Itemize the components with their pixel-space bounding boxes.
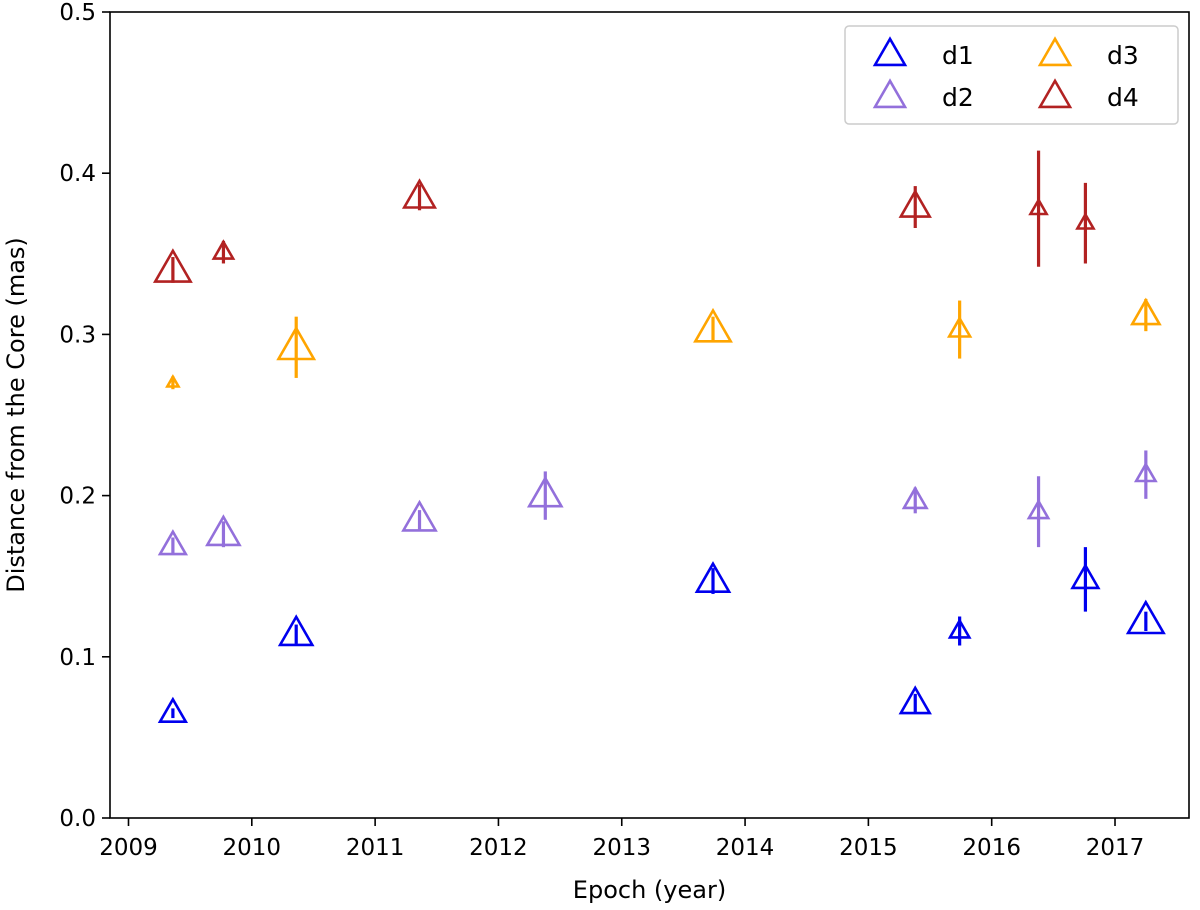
data-point-d4 — [152, 248, 193, 283]
plot-area-frame — [109, 11, 1190, 819]
legend-marker-d2 — [872, 78, 908, 109]
legend-label-d4: d4 — [1107, 83, 1139, 112]
data-point-d3 — [693, 307, 733, 343]
legend-marker-d1 — [872, 36, 908, 67]
data-point-d2 — [1026, 498, 1051, 520]
data-point-d4 — [1075, 211, 1096, 230]
data-point-d3 — [946, 315, 973, 338]
data-point-d1 — [898, 685, 932, 715]
data-point-d4 — [1028, 197, 1049, 216]
legend-box — [844, 25, 1179, 125]
y-tick-label: 0.1 — [59, 645, 96, 671]
data-point-d1 — [1070, 562, 1101, 590]
x-tick-label: 2017 — [1086, 835, 1145, 861]
data-point-d3 — [165, 374, 181, 388]
data-point-d2 — [526, 475, 564, 508]
y-tick-label: 0.0 — [59, 806, 96, 832]
x-tick-label: 2013 — [592, 835, 651, 861]
data-point-d1 — [694, 561, 732, 594]
y-tick-label: 0.2 — [59, 484, 96, 510]
data-point-d2 — [1133, 461, 1158, 483]
data-point-d4 — [898, 188, 932, 218]
data-point-d4 — [211, 239, 236, 260]
data-point-d2 — [205, 514, 242, 547]
data-point-d3 — [1129, 297, 1162, 326]
legend: d1 d2 d3 d4 — [844, 25, 1179, 125]
x-tick-label: 2009 — [99, 835, 158, 861]
x-tick-label: 2014 — [716, 835, 775, 861]
y-tick-label: 0.3 — [59, 322, 96, 348]
y-axis-label: Distance from the Core (mas) — [2, 237, 30, 593]
data-point-d4 — [401, 178, 438, 209]
x-axis-label: Epoch (year) — [573, 876, 726, 904]
x-tick-label: 2010 — [223, 835, 282, 861]
x-tick-label: 2015 — [839, 835, 898, 861]
x-tick-label: 2012 — [469, 835, 528, 861]
y-tick-label: 0.4 — [59, 161, 96, 187]
data-point-d2 — [901, 485, 929, 510]
data-point-d3 — [276, 325, 317, 361]
legend-label-d2: d2 — [942, 83, 974, 112]
y-axis: 0.0 0.1 0.2 0.3 0.4 0.5 — [59, 0, 110, 832]
data-point-d2 — [401, 499, 438, 532]
x-tick-label: 2016 — [962, 835, 1021, 861]
data-point-d2 — [157, 529, 189, 556]
x-axis: 2009 2010 2011 2012 2013 2014 2015 2016 2017 — [99, 818, 1144, 861]
data-point-d1 — [1125, 599, 1166, 635]
legend-label-d1: d1 — [942, 41, 974, 70]
legend-marker-d4 — [1037, 78, 1073, 109]
data-point-d1 — [947, 617, 972, 639]
y-tick-label: 0.5 — [59, 0, 96, 26]
data-point-d1 — [277, 614, 315, 647]
x-tick-label: 2011 — [346, 835, 405, 861]
marker-layer — [152, 178, 1166, 724]
data-point-d1 — [157, 696, 189, 724]
legend-marker-d3 — [1037, 36, 1073, 67]
legend-label-d3: d3 — [1107, 41, 1139, 70]
